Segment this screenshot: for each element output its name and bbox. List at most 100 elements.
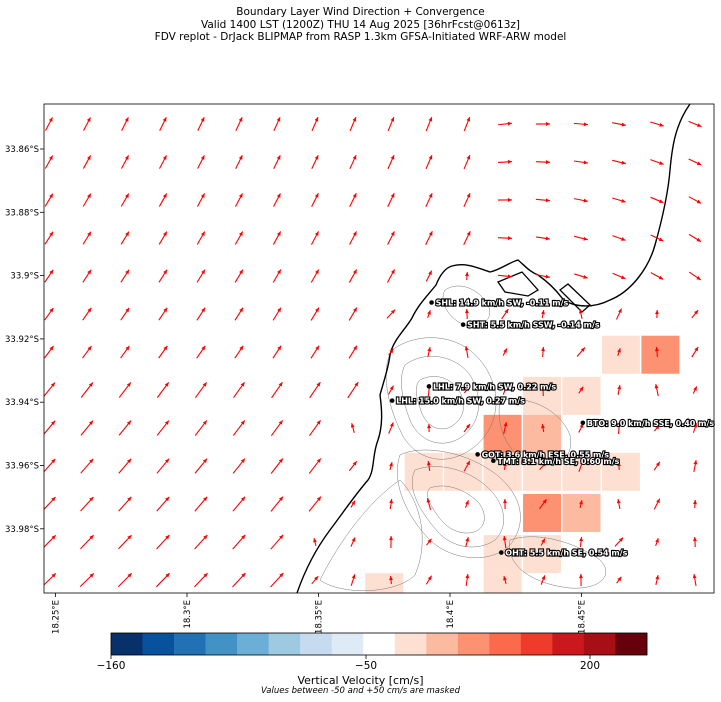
wind-arrow [44,155,54,169]
wind-arrow [80,458,94,474]
station-label: OHT: 5.5 km/h SE, 0.54 m/s [505,549,627,558]
wind-arrow [386,269,396,283]
station-marker [498,550,504,555]
wind-arrow [389,575,393,585]
wind-arrow [425,116,433,132]
wind-arrow [158,231,168,245]
wind-arrow [612,122,626,127]
wind-arrow [233,381,245,399]
terrain-contour [427,485,485,534]
colorbar-tick-label: 200 [580,660,600,672]
colorbar-swatch [142,633,175,655]
wind-arrow [387,116,395,132]
wind-arrow [579,499,583,509]
wind-arrow [80,534,94,550]
wind-arrow [44,307,54,321]
wind-arrow [427,310,431,318]
wind-arrow [535,198,551,203]
wind-arrow [82,345,92,359]
station-bto: BTO: 9.0 km/h SSE, 0.40 m/s [580,418,716,429]
harbour-breakwater [497,271,540,297]
wind-arrow [464,500,470,508]
wind-arrow [692,386,698,394]
colorbar-swatch [615,633,648,655]
wind-arrow [691,346,699,358]
coastline-west [296,104,691,593]
terrain-contours [319,285,606,591]
wind-arrow [503,422,508,434]
colorbar-swatch [111,633,143,655]
stations: SHL: 14.9 km/h SW, -0.11 m/s SHT: 5.5 km/… [389,297,716,559]
wind-arrow [158,269,168,283]
wind-arrow [349,154,357,170]
colorbar: −160 −50 200 [97,632,648,672]
colorbar-note: Values between -50 and +50 cm/s are mask… [260,686,460,696]
wind-arrow [310,231,320,245]
wind-arrow [349,231,357,245]
wind-arrow [44,231,54,245]
wind-arrow [118,496,132,512]
wind-arrow [120,307,130,321]
station-label: GOT: 3.6 km/h ESE, 0.55 m/s [482,450,610,459]
station-lhl2: LHL: 15.0 km/h SW, 0.27 m/s [389,396,526,407]
wind-arrow [573,160,589,165]
wind-arrow [348,307,358,321]
wind-arrow [311,193,319,207]
convergence-cell [562,376,601,415]
wind-arrow [655,309,659,319]
title-line-1: Boundary Layer Wind Direction + Converge… [236,6,485,18]
wind-arrow [117,572,133,588]
station-sht: SHT: 5.5 km/h SSW, -0.14 m/s [460,320,601,331]
wind-arrow [350,537,356,547]
wind-arrow [82,231,92,245]
colorbar-swatch [489,633,522,655]
wind-arrow [463,386,471,394]
wind-arrow [427,423,431,433]
wind-arrow [653,424,661,432]
wind-arrow [79,572,95,588]
terrain-contour [319,479,423,591]
wind-arrow [272,269,282,283]
wind-arrow [501,308,509,320]
wind-arrow [612,197,626,203]
wind-arrow [502,535,507,549]
wind-arrow [311,575,319,585]
wind-arrow [692,573,697,587]
wind-arrow [311,116,319,132]
wind-arrow [118,382,132,398]
wind-arrow [272,231,282,245]
wind-arrow [156,496,170,512]
wind-arrow [539,498,547,510]
colorbar-swatch [237,633,269,655]
wind-arrow [535,160,551,165]
wind-arrow [465,271,469,281]
wind-arrow [80,420,94,436]
wind-arrow [574,235,588,241]
station-lhl: LHL: 7.9 km/h SW, 0.22 m/s [426,381,557,392]
wind-arrow [44,193,54,207]
wind-arrow [541,309,545,319]
wind-arrow [387,231,395,245]
wind-arrow [426,460,431,472]
wind-arrow [158,345,168,359]
wind-arrow [387,154,395,170]
wind-arrow [196,345,206,359]
wind-arrow [425,231,433,245]
lat-tick-label: 33.94°S [5,398,39,408]
wind-arrow [655,538,659,546]
wind-arrow [270,496,284,512]
wind-arrow [271,381,283,399]
wind-arrow [120,269,130,283]
wind-arrow [425,575,433,585]
station-tmt: TMT: 3.1 km/h SE, 0.60 m/s [491,456,621,467]
station-label: TMT: 3.1 km/h SE, 0.60 m/s [497,457,619,466]
wind-arrow [273,155,281,169]
wind-arrow [44,382,56,398]
wind-arrow [155,572,171,588]
wind-arrow [427,347,432,357]
wind-arrow [311,154,319,170]
terrain-contour [401,356,479,444]
wind-arrow [578,460,584,472]
colorbar-swatch [394,633,427,655]
wind-arrow [573,122,589,127]
